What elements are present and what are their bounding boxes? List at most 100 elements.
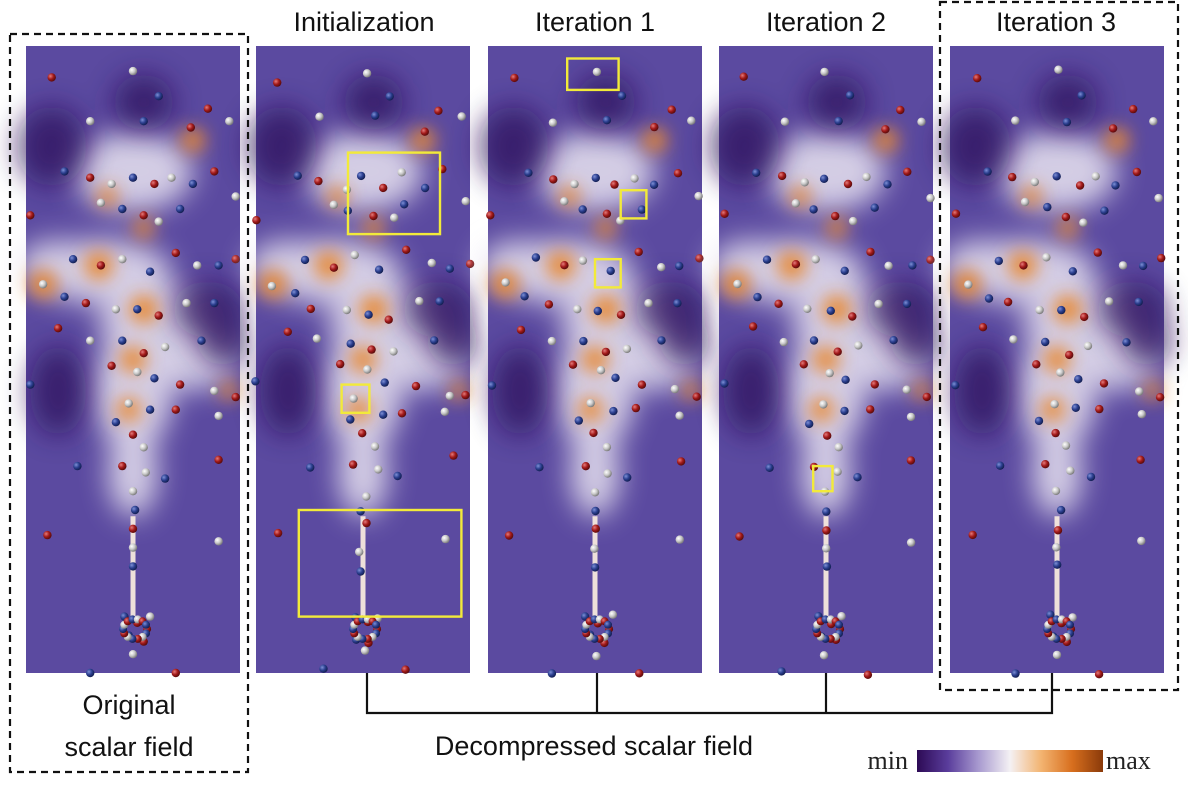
atom	[293, 171, 302, 180]
light-region	[535, 131, 655, 212]
atom	[968, 530, 977, 540]
atom	[670, 384, 680, 394]
atom	[461, 390, 470, 400]
atom	[573, 305, 582, 314]
atom	[1155, 393, 1165, 402]
atom	[370, 442, 380, 451]
atom	[809, 336, 819, 345]
atom	[995, 461, 1005, 470]
light-regions	[18, 131, 238, 518]
atom	[160, 474, 170, 483]
atom	[848, 216, 858, 226]
atom	[1111, 181, 1120, 190]
atom	[363, 365, 372, 374]
atom	[544, 300, 554, 309]
atom	[1050, 400, 1059, 409]
atom	[978, 323, 988, 332]
atom	[430, 336, 439, 345]
atom	[863, 670, 873, 679]
atom	[118, 336, 127, 345]
dark-region	[16, 106, 87, 187]
atom	[608, 610, 618, 619]
atom	[210, 298, 219, 308]
atom	[139, 443, 148, 452]
atom	[273, 528, 283, 538]
atom	[1104, 297, 1114, 306]
atom	[780, 117, 790, 126]
atom	[128, 173, 138, 182]
atom	[329, 263, 339, 272]
atom	[630, 174, 639, 183]
dark-region	[343, 74, 404, 131]
atom	[1075, 181, 1085, 190]
field-plot-original	[16, 46, 248, 678]
atom	[593, 306, 602, 316]
atom	[1041, 337, 1050, 347]
atom	[854, 341, 863, 350]
atom	[1035, 305, 1044, 315]
atom	[848, 312, 857, 321]
atom	[889, 336, 898, 345]
atom	[306, 463, 315, 472]
atom	[906, 538, 916, 547]
colormap-legend: min max	[868, 746, 1151, 775]
atom	[86, 173, 95, 182]
atom	[314, 176, 323, 186]
atom	[837, 612, 846, 621]
atom	[548, 118, 558, 127]
atom	[139, 349, 148, 358]
atom	[822, 526, 831, 535]
atom	[486, 211, 495, 220]
field-plot-iteration-1	[478, 46, 710, 678]
atom	[902, 299, 912, 309]
atom	[60, 167, 69, 176]
atom	[397, 168, 406, 177]
warm-spot	[359, 295, 388, 324]
atom	[128, 524, 138, 533]
atom	[589, 428, 598, 438]
atom	[1041, 460, 1050, 469]
atom	[350, 250, 359, 260]
atom	[251, 377, 260, 386]
atom	[367, 345, 376, 354]
atom	[154, 311, 163, 320]
atom	[374, 465, 383, 474]
warm-regions	[953, 128, 1163, 422]
atom	[86, 668, 95, 678]
atom	[141, 468, 150, 477]
atom	[145, 267, 155, 276]
atom	[118, 461, 127, 471]
warm-spot	[578, 397, 603, 422]
atom	[622, 344, 632, 354]
atom	[1034, 416, 1044, 426]
atom	[175, 380, 185, 389]
atom	[1066, 620, 1074, 629]
atom	[667, 105, 676, 114]
atom	[896, 105, 905, 115]
atom	[791, 260, 801, 269]
atom	[720, 209, 729, 218]
light-region	[323, 330, 403, 451]
atom	[516, 325, 526, 335]
atom	[694, 191, 703, 201]
warm-spot	[133, 217, 154, 238]
dark-region	[246, 106, 317, 187]
atom	[1149, 117, 1158, 126]
atom	[845, 91, 855, 100]
atom	[840, 406, 849, 416]
atom	[362, 518, 371, 528]
atom	[739, 72, 748, 81]
atom	[346, 415, 355, 424]
atom	[675, 261, 684, 271]
atom	[1099, 379, 1109, 388]
atom	[657, 263, 666, 272]
atom	[81, 298, 91, 308]
atom	[107, 361, 116, 370]
atom	[1053, 560, 1062, 569]
dark-region	[709, 106, 780, 187]
atom	[675, 411, 684, 420]
atom	[922, 392, 931, 402]
highlight-box	[619, 188, 648, 220]
atom	[306, 304, 315, 314]
atom	[111, 418, 121, 427]
